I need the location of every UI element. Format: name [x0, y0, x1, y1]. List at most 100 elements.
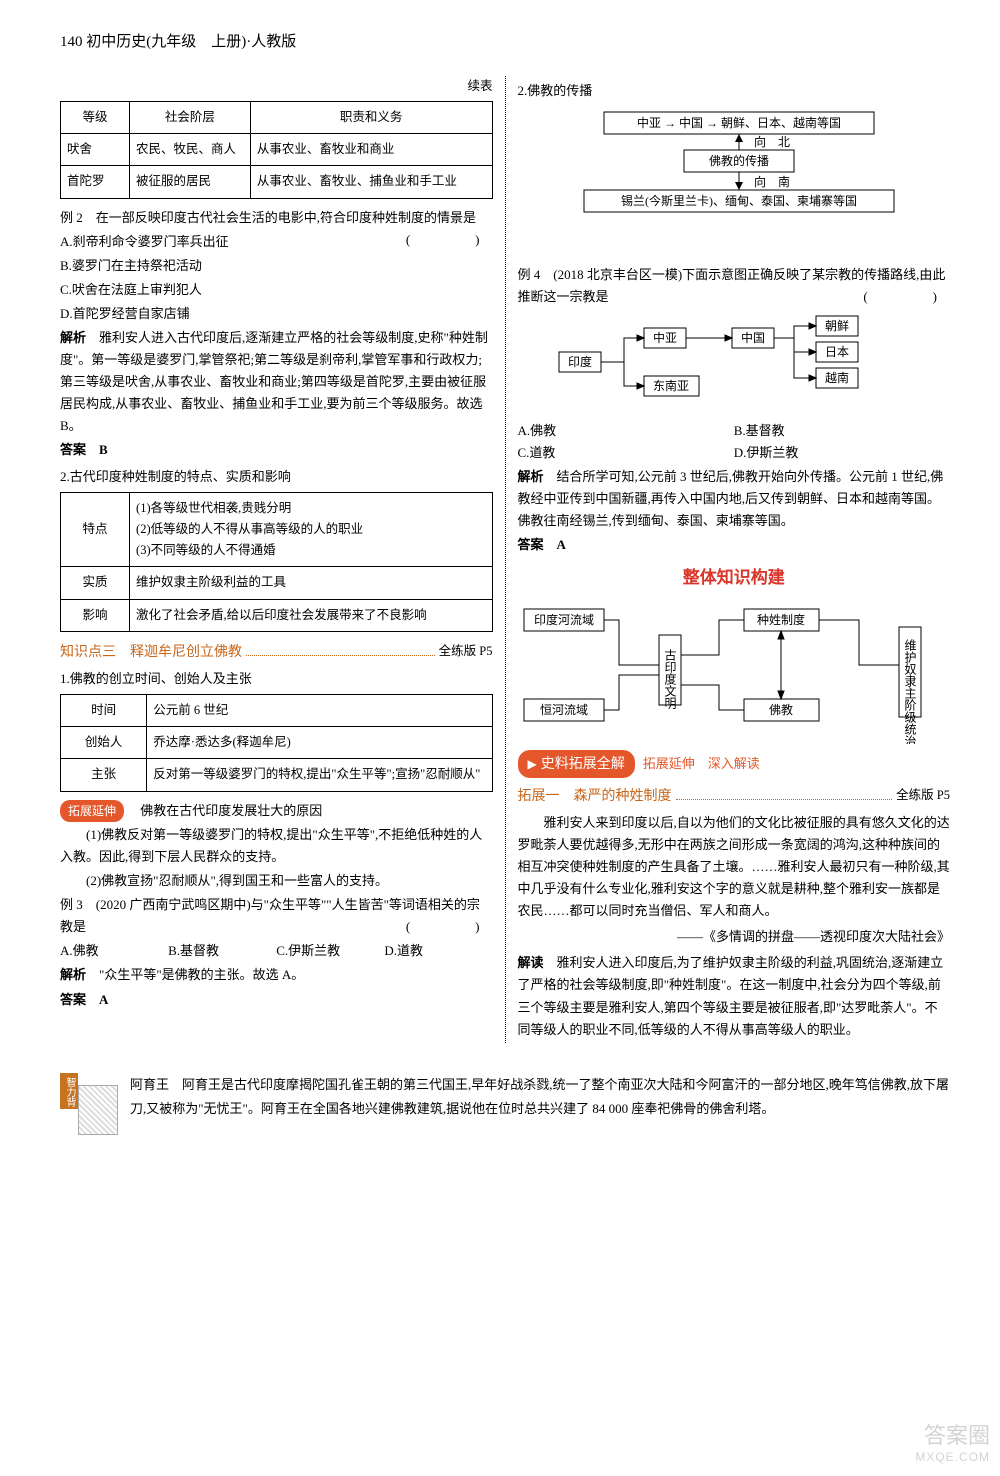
caste-feature-table: 特点 (1)各等级世代相袭,贵贱分明 (2)低等级的人不得从事高等级的人的职业 …: [60, 492, 493, 632]
right-column: 2.佛教的传播 中亚 → 中国 → 朝鲜、日本、越南等国 向 北 佛教的传播 向…: [518, 76, 951, 1043]
analysis: 解析 雅利安人进入古代印度后,逐渐建立严格的社会等级制度,史称"种姓制度"。第一…: [60, 327, 493, 437]
svg-text:导致: 导致: [789, 654, 813, 668]
svg-text:中亚 → 中国 → 朝鲜、日本、越南等国: 中亚 → 中国 → 朝鲜、日本、越南等国: [637, 115, 841, 130]
knowledge-point-3: 知识点三 释迦牟尼创立佛教 全练版 P5: [60, 640, 493, 664]
svg-text:实质: 实质: [864, 645, 888, 660]
cell: 乔达摩·悉达多(释迦牟尼): [147, 727, 492, 759]
options-row: A.佛教 B.基督教 C.伊斯兰教 D.道教: [60, 940, 493, 962]
analysis: 解析 "众生平等"是佛教的主张。故选 A。: [60, 964, 493, 986]
two-column-layout: 续表 等级 社会阶层 职责和义务 吠舍 农民、牧民、商人 从事农业、畜牧业和商业…: [60, 76, 950, 1043]
cell: 维护奴隶主阶级利益的工具: [130, 567, 492, 599]
spread-title: 2.佛教的传播: [518, 80, 951, 102]
analysis-label: 解析: [60, 330, 86, 345]
cell: 公元前 6 世纪: [147, 694, 492, 726]
row-label: 特点: [61, 492, 130, 567]
row-label: 创始人: [61, 727, 147, 759]
svg-text:印度: 印度: [568, 354, 592, 369]
cell: (1)各等级世代相袭,贵贱分明 (2)低等级的人不得从事高等级的人的职业 (3)…: [130, 492, 492, 567]
portrait-icon: [78, 1085, 118, 1135]
answer-paren: ( ): [406, 916, 493, 938]
svg-text:种姓制度: 种姓制度: [757, 612, 805, 627]
svg-text:孕育: 孕育: [633, 645, 657, 660]
ex4-diagram: 印度 中亚 东南亚 中国 朝鲜 日本 越南: [518, 314, 951, 414]
page-header: 140 初中历史(九年级 上册)·人教版: [60, 30, 950, 56]
svg-text:中国: 中国: [741, 330, 765, 345]
example4-stem: 例 4 (2018 北京丰台区一模)下面示意图正确反映了某宗教的传播路线,由此推…: [518, 264, 951, 308]
ext1-read: 解读 雅利安人进入印度后,为了维护奴隶主阶级的利益,巩固统治,逐渐建立了严格的社…: [518, 952, 951, 1040]
options-row: A.佛教 B.基督教: [518, 420, 951, 442]
construct-banner: 整体知识构建: [518, 564, 951, 593]
expand-lead: 佛教在古代印度发展壮大的原因: [127, 803, 322, 818]
svg-text:恒河流域: 恒河流域: [540, 703, 588, 717]
ext1-quote: 雅利安人来到印度以后,自以为他们的文化比被征服的具有悠久文化的达罗毗荼人要优越得…: [518, 812, 951, 922]
spread-diagram: 中亚 → 中国 → 朝鲜、日本、越南等国 向 北 佛教的传播 向 南 锡兰(今斯…: [518, 108, 951, 258]
page-title: 初中历史(九年级 上册)·人教版: [86, 34, 296, 50]
answer: 答案 A: [518, 534, 951, 556]
footnote-text: 阿育王 阿育王是古代印度摩揭陀国孔雀王朝的第三代国王,早年好战杀戮,统一了整个南…: [130, 1073, 950, 1122]
svg-text:成果: 成果: [691, 662, 715, 676]
option: C.吠舍在法庭上审判犯人: [60, 279, 493, 301]
extend-badge: ▶ 史料拓展全解: [518, 750, 635, 778]
cell: 吠舍: [61, 134, 130, 166]
page-number: 140: [60, 34, 83, 50]
option: B.婆罗门在主持祭祀活动: [60, 255, 493, 277]
row-label: 影响: [61, 599, 130, 631]
subsection-title: 2.古代印度种姓制度的特点、实质和影响: [60, 466, 493, 488]
svg-text:东南亚: 东南亚: [653, 378, 689, 393]
foot-flag: 智力背景: [60, 1073, 78, 1109]
col-header: 等级: [61, 101, 130, 133]
svg-text:朝鲜: 朝鲜: [825, 319, 849, 333]
analysis: 解析 结合所学可知,公元前 3 世纪后,佛教开始向外传播。公元前 1 世纪,佛教…: [518, 466, 951, 532]
extend-one-title: 拓展一 森严的种姓制度 全练版 P5: [518, 784, 951, 808]
example3-stem: 例 3 (2020 广西南宁武鸣区期中)与"众生平等""人生皆苦"等词语相关的宗…: [60, 894, 493, 938]
arrow-icon: ▶: [528, 754, 537, 774]
svg-text:维护奴隶主阶级统治的工具: 维护奴隶主阶级统治的工具: [903, 639, 917, 744]
answer-paren: ( ): [406, 229, 493, 251]
svg-text:佛教: 佛教: [769, 702, 793, 717]
svg-text:越南: 越南: [825, 370, 849, 385]
row-label: 时间: [61, 694, 147, 726]
row-label: 主张: [61, 759, 147, 791]
answer: 答案 B: [60, 439, 493, 461]
svg-text:中亚: 中亚: [653, 330, 677, 345]
expand-p2: (2)佛教宣扬"忍耐顺从",得到国王和一些富人的支持。: [60, 870, 493, 892]
cell: 从事农业、畜牧业和商业: [250, 134, 492, 166]
cell: 首陀罗: [61, 166, 130, 198]
options-row: C.道教 D.伊斯兰教: [518, 442, 951, 464]
svg-text:古印度文明: 古印度文明: [663, 648, 677, 710]
buddhism-table: 时间 公元前 6 世纪 创始人 乔达摩·悉达多(释迦牟尼) 主张 反对第一等级婆…: [60, 694, 493, 792]
caste-continued-table: 等级 社会阶层 职责和义务 吠舍 农民、牧民、商人 从事农业、畜牧业和商业 首陀…: [60, 101, 493, 199]
svg-text:向 南: 向 南: [754, 174, 790, 189]
watermark: 答案圈 MXQE.COM: [915, 1422, 990, 1466]
cell: 农民、牧民、商人: [130, 134, 251, 166]
expand-block: 拓展延伸 佛教在古代印度发展壮大的原因: [60, 800, 493, 822]
dotted-leader: [676, 792, 893, 800]
construct-diagram: 印度河流域 恒河流域 古印度文明 种姓制度 佛教 维护奴隶主阶级统治的工具 孕育…: [518, 599, 951, 744]
ext1-source: ——《多情调的拼盘——透视印度次大陆社会》: [518, 926, 951, 948]
cell: 激化了社会矛盾,给以后印度社会发展带来了不良影响: [130, 599, 492, 631]
option: D.首陀罗经营自家店铺: [60, 303, 493, 325]
col-header: 社会阶层: [130, 101, 251, 133]
answer: 答案 A: [60, 989, 493, 1011]
dotted-leader: [246, 648, 435, 656]
footnote-icon: 智力背景: [60, 1073, 120, 1143]
extend-tag: 拓展延伸: [60, 800, 124, 822]
answer-paren: ( ): [863, 286, 950, 308]
svg-text:向 北: 向 北: [754, 134, 790, 149]
row-label: 实质: [61, 567, 130, 599]
cell: 反对第一等级婆罗门的特权,提出"众生平等";宣扬"忍耐顺从": [147, 759, 492, 791]
svg-text:佛教的传播: 佛教的传播: [709, 153, 769, 168]
left-column: 续表 等级 社会阶层 职责和义务 吠舍 农民、牧民、商人 从事农业、畜牧业和商业…: [60, 76, 493, 1043]
svg-text:反对: 反对: [749, 654, 773, 668]
svg-text:锡兰(今斯里兰卡)、缅甸、泰国、柬埔寨等国: 锡兰(今斯里兰卡)、缅甸、泰国、柬埔寨等国: [621, 193, 857, 208]
svg-text:印度河流域: 印度河流域: [534, 612, 594, 627]
expand-p1: (1)佛教反对第一等级婆罗门的特权,提出"众生平等",不拒绝低种姓的人入教。因此…: [60, 824, 493, 868]
cell: 从事农业、畜牧业、捕鱼业和手工业: [250, 166, 492, 198]
continued-label: 续表: [60, 76, 493, 97]
column-divider: [505, 76, 506, 1043]
col-header: 职责和义务: [250, 101, 492, 133]
extend-section-banner: ▶ 史料拓展全解 拓展延伸 深入解读: [518, 750, 951, 778]
footnote: 智力背景 阿育王 阿育王是古代印度摩揭陀国孔雀王朝的第三代国王,早年好战杀戮,统…: [60, 1065, 950, 1143]
example2-stem: 例 2 在一部反映印度古代社会生活的电影中,符合印度种姓制度的情景是 ( ): [60, 207, 493, 229]
buddhism-title: 1.佛教的创立时间、创始人及主张: [60, 668, 493, 690]
